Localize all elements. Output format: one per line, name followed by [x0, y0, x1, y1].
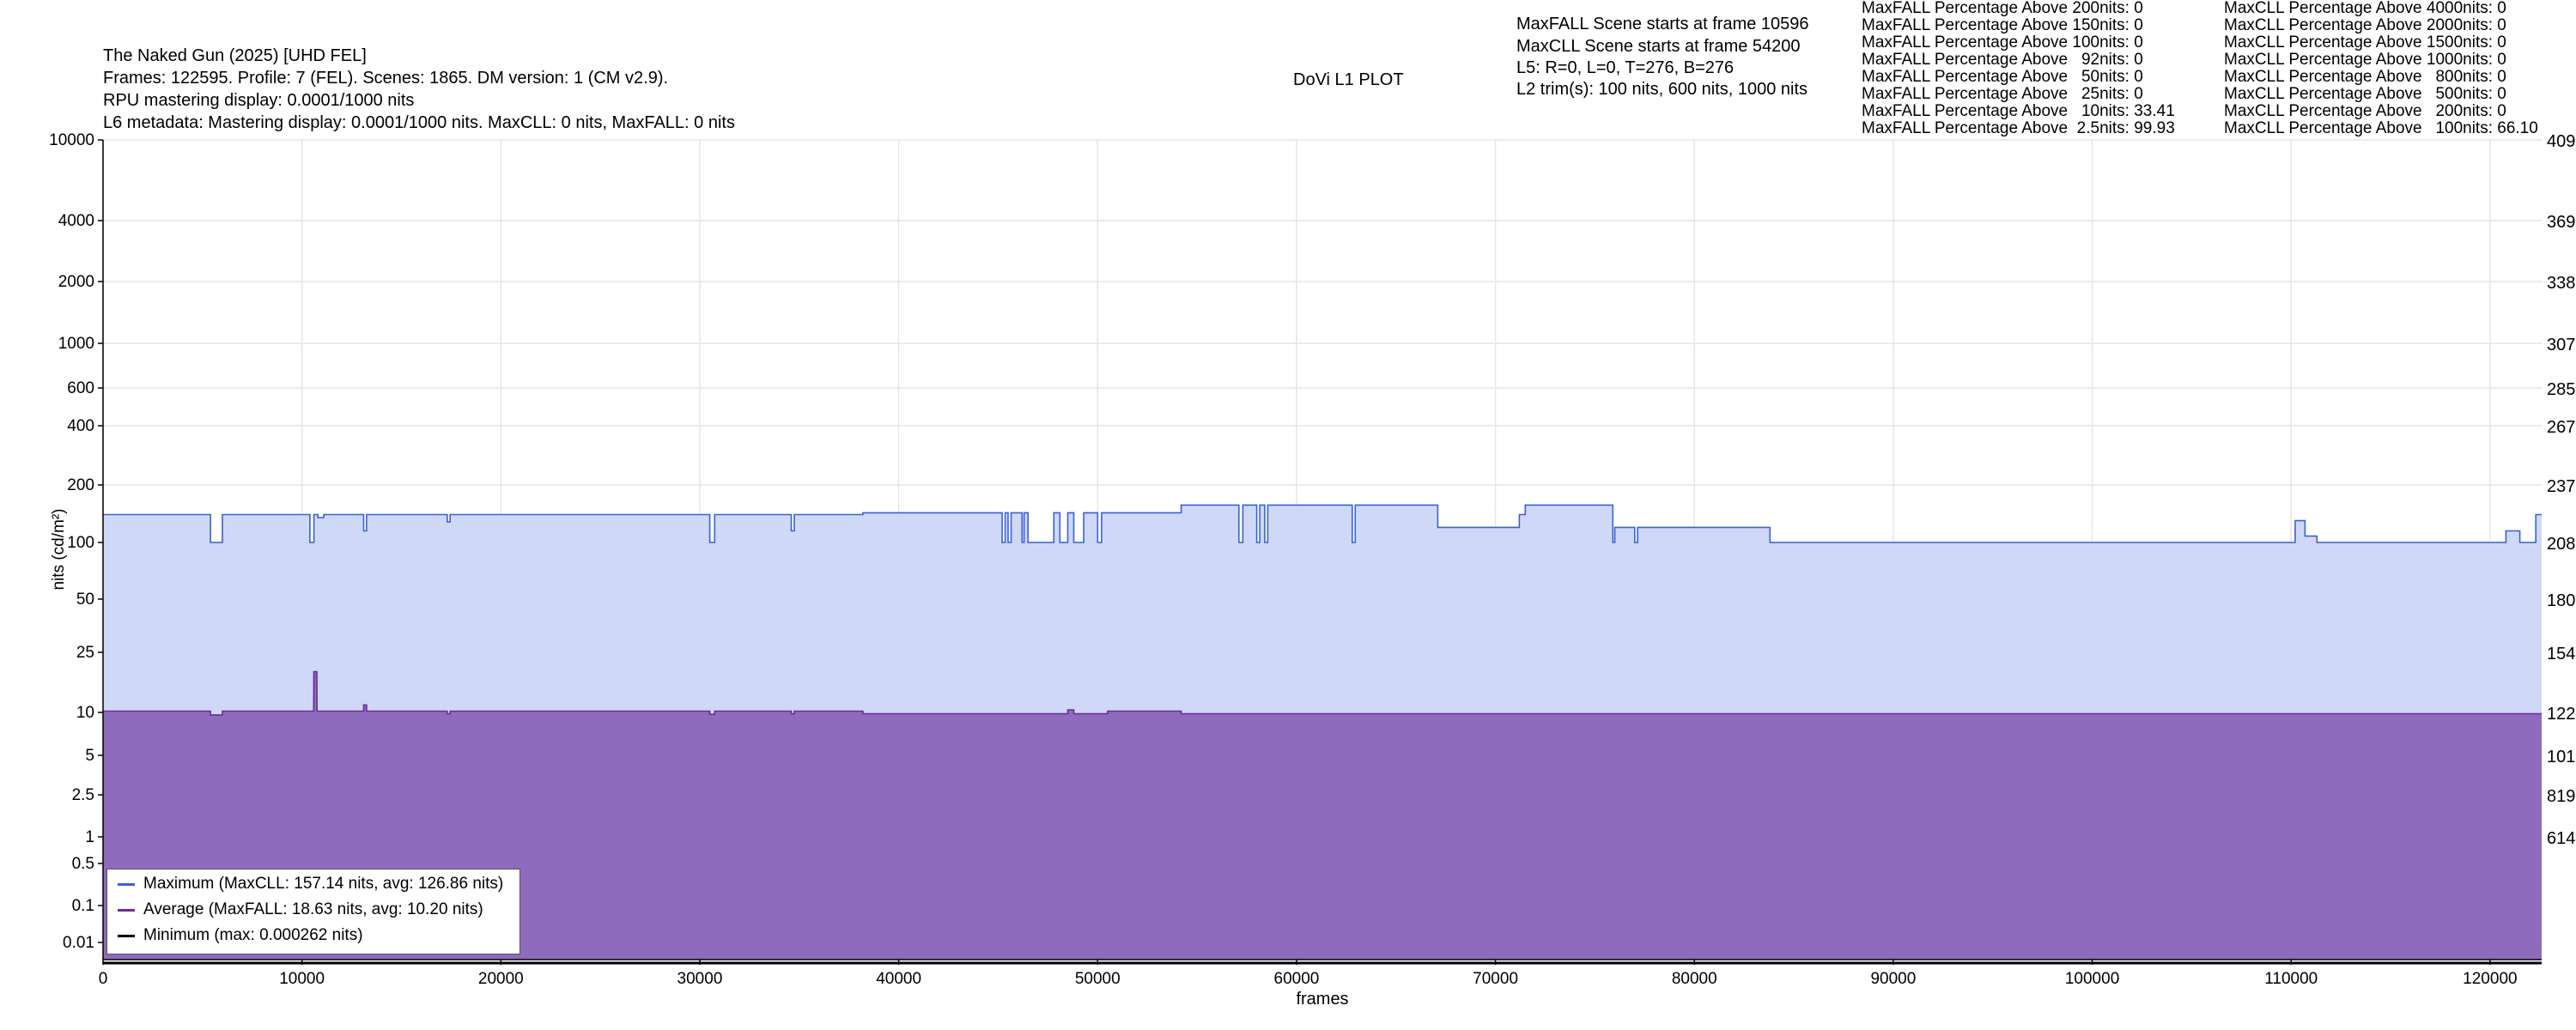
y-axis-title: nits (cd/m²)	[50, 509, 68, 591]
right-axis-label: 819	[2547, 787, 2575, 806]
y-tick-label: 100	[67, 534, 94, 552]
right-axis-label: 1229	[2547, 705, 2576, 724]
right-axis-label: 3388	[2547, 274, 2576, 293]
x-tick-label: 60000	[1274, 970, 1320, 988]
right-axis-label: 4095	[2547, 132, 2576, 151]
right-axis-label: 1542	[2547, 645, 2576, 663]
right-axis-label: 1803	[2547, 591, 2576, 610]
x-tick-label: 110000	[2264, 970, 2318, 988]
series-line-average	[103, 670, 2542, 716]
x-tick-label: 120000	[2463, 970, 2517, 988]
maxcll-pct-2000: MaxCLL Percentage Above 2000nits: 0	[2224, 16, 2506, 34]
y-tick-label: 25	[76, 644, 94, 662]
maxfall-pct-25: MaxFALL Percentage Above 25nits: 0	[1862, 85, 2143, 103]
chart-title: The Naked Gun (2025) [UHD FEL]	[103, 46, 367, 65]
maxfall-pct-150: MaxFALL Percentage Above 150nits: 0	[1862, 16, 2143, 34]
legend-item-minimum: Minimum (max: 0.000262 nits)	[107, 923, 519, 948]
right-axis-label: 614	[2547, 829, 2575, 848]
y-tick-label: 2000	[58, 273, 94, 291]
x-tick-label: 70000	[1473, 970, 1518, 988]
right-axis-label: 1015	[2547, 748, 2576, 766]
scene-info-l2: L2 trim(s): 100 nits, 600 nits, 1000 nit…	[1516, 80, 1808, 99]
y-tick-label: 10000	[49, 131, 94, 149]
x-tick-label: 80000	[1672, 970, 1717, 988]
info-line-frames: Frames: 122595. Profile: 7 (FEL). Scenes…	[103, 69, 669, 88]
y-tick-label: 4000	[58, 212, 94, 230]
maxfall-pct-100: MaxFALL Percentage Above 100nits: 0	[1862, 33, 2143, 52]
maxfall-pct-92: MaxFALL Percentage Above 92nits: 0	[1862, 51, 2143, 69]
legend-swatch-minimum	[118, 935, 135, 937]
x-tick-label: 20000	[478, 970, 524, 988]
legend: Maximum (MaxCLL: 157.14 nits, avg: 126.8…	[106, 869, 520, 954]
right-axis-label: 3696	[2547, 213, 2576, 232]
legend-swatch-maximum	[118, 883, 135, 886]
maxfall-pct-10: MaxFALL Percentage Above 10nits: 33.41	[1862, 102, 2175, 120]
legend-label-minimum: Minimum (max: 0.000262 nits)	[143, 926, 363, 944]
x-tick-label: 40000	[876, 970, 921, 988]
y-tick-label: 0.01	[63, 934, 94, 952]
x-tick-label: 10000	[279, 970, 325, 988]
maxcll-pct-1500: MaxCLL Percentage Above 1500nits: 0	[2224, 33, 2506, 52]
legend-label-average: Average (MaxFALL: 18.63 nits, avg: 10.20…	[143, 900, 483, 918]
legend-label-maximum: Maximum (MaxCLL: 157.14 nits, avg: 126.8…	[143, 875, 504, 893]
x-tick-label: 100000	[2065, 970, 2119, 988]
maxfall-pct-50: MaxFALL Percentage Above 50nits: 0	[1862, 68, 2143, 86]
y-tick-label: 5	[85, 747, 94, 765]
scene-info-maxcll: MaxCLL Scene starts at frame 54200	[1516, 37, 1801, 56]
plot-center-title: DoVi L1 PLOT	[1293, 70, 1404, 89]
y-tick-label: 50	[76, 591, 94, 609]
y-tick-label: 0.5	[72, 855, 94, 873]
right-axis-label: 3079	[2547, 336, 2576, 354]
maxcll-pct-500: MaxCLL Percentage Above 500nits: 0	[2224, 85, 2506, 103]
x-axis-title: frames	[1296, 990, 1348, 1009]
info-line-l6: L6 metadata: Mastering display: 0.0001/1…	[103, 113, 735, 132]
maxfall-pct-200: MaxFALL Percentage Above 200nits: 0	[1862, 0, 2143, 17]
legend-swatch-average	[118, 909, 135, 912]
x-tick-label: 50000	[1075, 970, 1121, 988]
y-tick-label: 10	[76, 704, 94, 722]
y-tick-label: 2.5	[72, 786, 94, 804]
series-line-maximum	[103, 504, 2542, 543]
series-layer	[103, 504, 2542, 965]
x-tick-label: 0	[99, 970, 108, 988]
y-tick-label: 1	[85, 828, 94, 846]
maxcll-pct-200: MaxCLL Percentage Above 200nits: 0	[2224, 102, 2506, 120]
series-area-average	[103, 671, 2542, 960]
legend-item-average: Average (MaxFALL: 18.63 nits, avg: 10.20…	[107, 897, 519, 923]
y-tick-label: 200	[67, 476, 94, 494]
legend-item-maximum: Maximum (MaxCLL: 157.14 nits, avg: 126.8…	[107, 871, 519, 897]
maxfall-pct-2-5: MaxFALL Percentage Above 2.5nits: 99.93	[1862, 119, 2175, 137]
y-tick-label: 400	[67, 417, 94, 435]
scene-info-maxfall: MaxFALL Scene starts at frame 10596	[1516, 15, 1809, 33]
right-axis-label: 2851	[2547, 380, 2576, 399]
y-tick-label: 600	[67, 379, 94, 397]
y-tick-label: 0.1	[72, 897, 94, 915]
info-line-rpu: RPU mastering display: 0.0001/1000 nits	[103, 91, 415, 110]
maxcll-pct-4000: MaxCLL Percentage Above 4000nits: 0	[2224, 0, 2506, 17]
maxcll-pct-100: MaxCLL Percentage Above 100nits: 66.10	[2224, 119, 2538, 137]
maxcll-pct-1000: MaxCLL Percentage Above 1000nits: 0	[2224, 51, 2506, 69]
maxcll-pct-800: MaxCLL Percentage Above 800nits: 0	[2224, 68, 2506, 86]
axis-layer: 0 10000 20000 30000 40000 50000 60000 70000 8000…	[49, 131, 2576, 1009]
x-tick-label: 30000	[677, 970, 723, 988]
y-tick-label: 1000	[58, 335, 94, 353]
scene-info-l5: L5: R=0, L=0, T=276, B=276	[1516, 58, 1735, 77]
x-tick-label: 90000	[1870, 970, 1916, 988]
